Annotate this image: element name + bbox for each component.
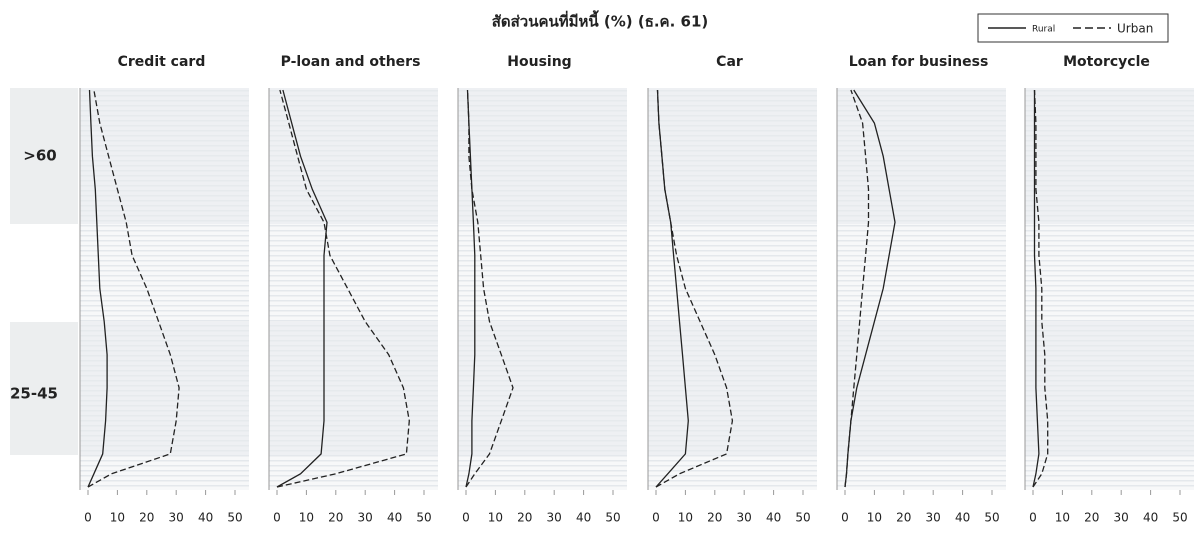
x-tick-label: 0 xyxy=(462,511,470,525)
x-tick-label: 40 xyxy=(387,511,402,525)
x-tick-label: 30 xyxy=(358,511,373,525)
x-tick-label: 20 xyxy=(896,511,911,525)
x-tick-label: 0 xyxy=(273,511,281,525)
panel-title: P-loan and others xyxy=(281,54,421,70)
x-tick-label: 10 xyxy=(1055,511,1070,525)
panel-title: Car xyxy=(716,54,743,70)
band-label: >60 xyxy=(23,147,56,165)
x-tick-label: 30 xyxy=(926,511,941,525)
x-tick-label: 0 xyxy=(841,511,849,525)
band-bg xyxy=(10,322,78,455)
x-tick-label: 40 xyxy=(955,511,970,525)
band-shade xyxy=(648,322,817,455)
band-shade xyxy=(269,88,438,224)
band-shade xyxy=(648,88,817,224)
band-bg xyxy=(10,88,78,224)
x-tick-label: 20 xyxy=(139,511,154,525)
x-tick-label: 30 xyxy=(737,511,752,525)
series-line xyxy=(87,89,108,488)
x-tick-label: 10 xyxy=(110,511,125,525)
band-shade xyxy=(1025,88,1194,224)
band-shade xyxy=(458,88,627,224)
panel-title: Credit card xyxy=(118,54,206,70)
x-tick-label: 20 xyxy=(328,511,343,525)
band-shade xyxy=(80,88,249,224)
band-shade xyxy=(1025,322,1194,455)
series-line xyxy=(465,89,476,488)
series-line xyxy=(655,89,734,488)
x-tick-label: 0 xyxy=(652,511,660,525)
x-tick-label: 50 xyxy=(984,511,999,525)
x-tick-label: 0 xyxy=(84,511,92,525)
band-shade xyxy=(837,88,1006,224)
band-shade xyxy=(269,322,438,455)
panel-title: Motorcycle xyxy=(1063,54,1150,70)
panel-title: Loan for business xyxy=(849,54,989,70)
x-tick-label: 10 xyxy=(488,511,503,525)
legend-label: Urban xyxy=(1117,22,1153,36)
x-tick-label: 40 xyxy=(1143,511,1158,525)
figure-title: สัดส่วนคนที่มีหนี้ (%) (ธ.ค. 61) xyxy=(492,10,709,31)
x-tick-label: 50 xyxy=(605,511,620,525)
x-tick-label: 10 xyxy=(867,511,882,525)
band-label: 25-45 xyxy=(10,385,58,403)
band-shade xyxy=(458,322,627,455)
series-line xyxy=(1032,90,1040,488)
x-tick-label: 40 xyxy=(576,511,591,525)
x-tick-label: 50 xyxy=(795,511,810,525)
x-tick-label: 50 xyxy=(227,511,242,525)
x-tick-label: 10 xyxy=(299,511,314,525)
legend-label: Rural xyxy=(1032,25,1055,35)
panel-title: Housing xyxy=(507,54,571,70)
x-tick-label: 50 xyxy=(1172,511,1187,525)
band-shade xyxy=(80,322,249,455)
x-tick-label: 40 xyxy=(198,511,213,525)
series-line xyxy=(1032,89,1049,488)
x-tick-label: 20 xyxy=(707,511,722,525)
x-tick-label: 40 xyxy=(766,511,781,525)
series-line xyxy=(87,89,180,488)
x-tick-label: 20 xyxy=(517,511,532,525)
x-tick-label: 30 xyxy=(547,511,562,525)
x-tick-label: 20 xyxy=(1084,511,1099,525)
series-line xyxy=(276,89,410,488)
series-line xyxy=(465,89,514,488)
x-tick-label: 10 xyxy=(678,511,693,525)
x-tick-label: 30 xyxy=(1114,511,1129,525)
x-tick-label: 0 xyxy=(1029,511,1037,525)
series-line xyxy=(276,89,328,488)
x-tick-label: 30 xyxy=(169,511,184,525)
x-tick-label: 50 xyxy=(416,511,431,525)
band-shade xyxy=(837,322,1006,455)
series-line xyxy=(844,89,870,488)
